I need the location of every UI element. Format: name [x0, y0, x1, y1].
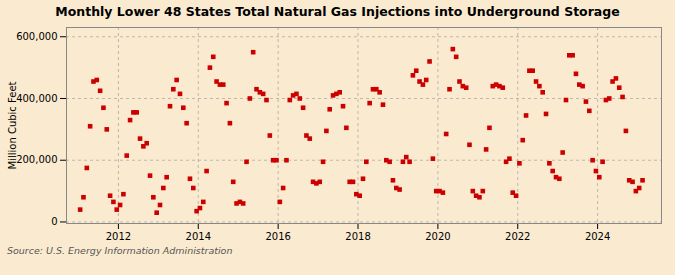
svg-text:2022: 2022: [505, 231, 530, 242]
svg-text:2024: 2024: [585, 231, 610, 242]
svg-text:0: 0: [51, 216, 57, 227]
svg-text:200,000: 200,000: [16, 154, 57, 165]
svg-text:400,000: 400,000: [16, 93, 57, 104]
svg-text:2020: 2020: [425, 231, 450, 242]
svg-text:2016: 2016: [265, 231, 290, 242]
html-text:Monthly Lower 48 States Total: Monthly Lower 48 States Total Natural Ga…: [55, 4, 620, 19]
svg-text:2014: 2014: [186, 231, 211, 242]
svg-text:2018: 2018: [345, 231, 370, 242]
svg-text:2012: 2012: [106, 231, 131, 242]
svg-text:Million Cubic Feet: Million Cubic Feet: [7, 81, 18, 169]
svg-text:600,000: 600,000: [16, 31, 57, 42]
html-text:Source: U.S. Energy Informatio: Source: U.S. Energy Information Administ…: [7, 245, 233, 256]
